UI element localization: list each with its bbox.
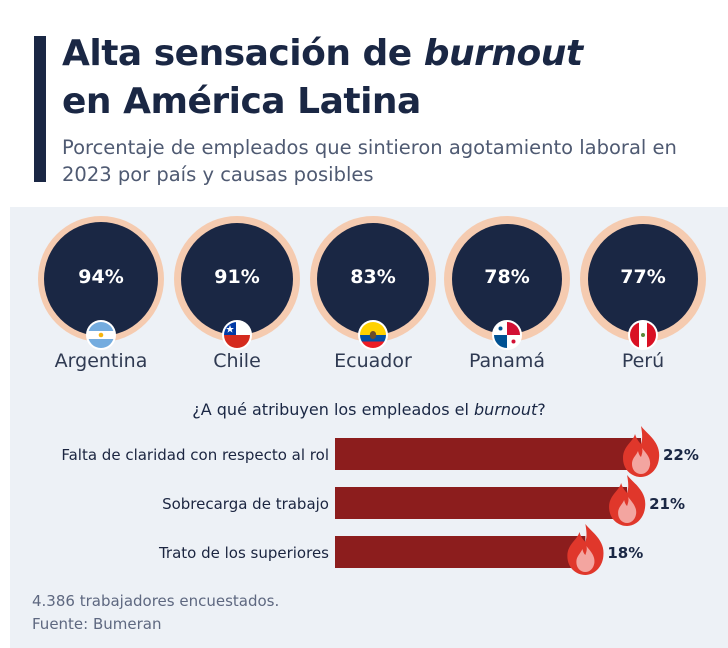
country-percent: 78%	[484, 266, 530, 288]
argentina-flag-icon	[86, 320, 116, 350]
title-emphasis: burnout	[423, 33, 583, 74]
bar	[335, 438, 641, 470]
footer-note: 4.386 trabajadores encuestados.	[32, 592, 280, 610]
question-suffix: ?	[537, 400, 546, 419]
country-name: Perú	[621, 350, 665, 372]
panama-flag-icon	[492, 320, 522, 350]
title-line-2: en América Latina	[62, 81, 421, 122]
question-emphasis: burnout	[474, 400, 538, 419]
country-disc	[317, 223, 429, 335]
bar-chart-question: ¿A qué atribuyen los empleados el burnou…	[10, 400, 728, 419]
bar	[335, 536, 586, 568]
country-peru: 77% Perú	[580, 216, 706, 380]
flame-icon	[623, 426, 660, 477]
question-prefix: ¿A qué atribuyen los empleados el	[192, 400, 475, 419]
footer: 4.386 trabajadores encuestados. Fuente: …	[32, 590, 279, 636]
country-disc	[452, 224, 562, 334]
country-disc	[181, 223, 293, 335]
country-name: Chile	[213, 350, 261, 372]
bar-value-label: 21%	[649, 495, 685, 513]
bar-category-label: Trato de los superiores	[158, 544, 329, 562]
country-argentina: 94% Argentina	[38, 216, 164, 380]
bar-category-label: Sobrecarga de trabajo	[162, 495, 329, 513]
chart-title: Alta sensación de burnout en América Lat…	[62, 30, 702, 126]
bar-value-label: 18%	[607, 544, 643, 562]
country-percent: 91%	[214, 266, 260, 288]
country-disc	[588, 224, 698, 334]
bar-value-label: 22%	[663, 446, 699, 464]
country-name: Ecuador	[334, 350, 412, 372]
chile-flag-icon	[222, 320, 252, 350]
country-percent: 94%	[78, 266, 124, 288]
country-chile: 91% Chile	[174, 216, 300, 380]
chart-subtitle: Porcentaje de empleados que sintieron ag…	[62, 136, 677, 186]
bar-category-label: Falta de claridad con respecto al rol	[61, 446, 329, 464]
country-name: Panamá	[468, 350, 546, 372]
title-accent-bar	[34, 36, 46, 182]
country-name: Argentina	[54, 350, 148, 372]
footer-source: Fuente: Bumeran	[32, 615, 162, 633]
peru-flag-icon	[628, 320, 658, 350]
country-ecuador: 83% Ecuador	[310, 216, 436, 380]
title-prefix: Alta sensación de	[62, 33, 424, 74]
bar	[335, 487, 628, 519]
flame-icon	[609, 475, 646, 526]
country-panama: 78% Panamá	[444, 216, 570, 380]
country-percent: 83%	[350, 266, 396, 288]
flame-icon	[567, 524, 604, 575]
ecuador-flag-icon	[358, 320, 388, 350]
country-percent: 77%	[620, 266, 666, 288]
country-disc	[44, 222, 158, 336]
